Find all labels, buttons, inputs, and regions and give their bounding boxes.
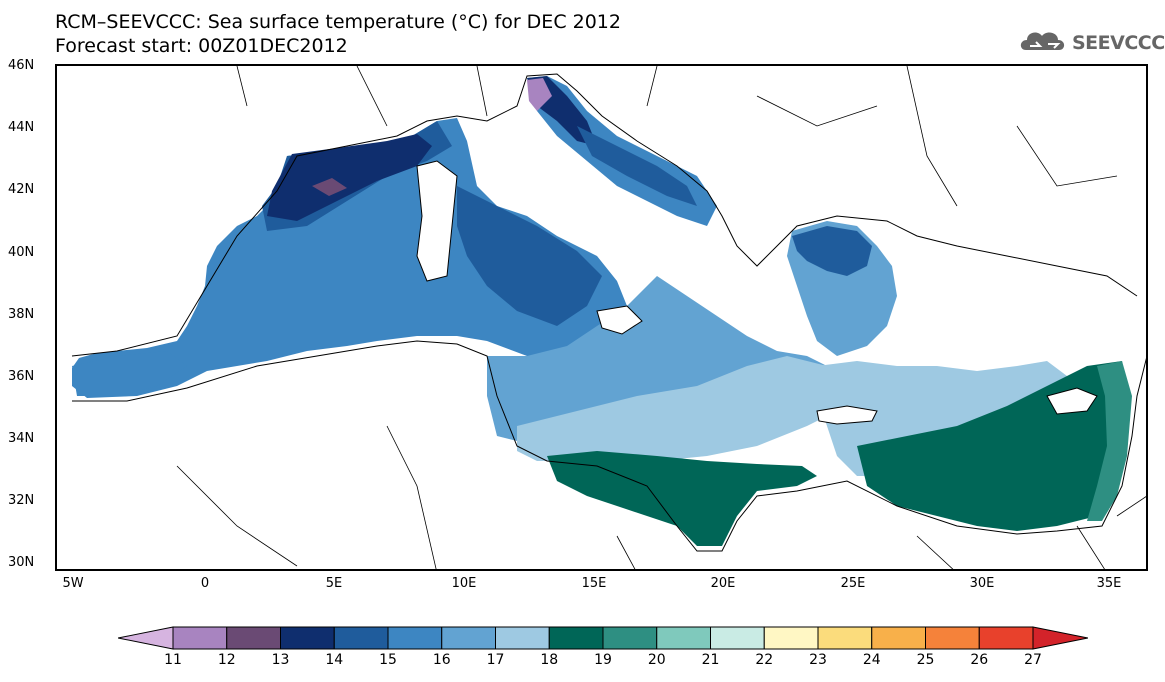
colorbar-label: 13 bbox=[271, 652, 290, 668]
colorbar-label: 16 bbox=[432, 652, 451, 668]
sst-region-adriatic-cold bbox=[527, 78, 552, 111]
colorbar-extend-high bbox=[1032, 626, 1088, 650]
lat-label-38n: 38N bbox=[8, 307, 35, 322]
colorbar-label: 15 bbox=[379, 652, 397, 668]
sst-region-sicily bbox=[596, 305, 643, 335]
colorbar-swatch bbox=[817, 626, 873, 650]
colorbar-swatch bbox=[763, 626, 819, 650]
colorbar-swatch bbox=[441, 626, 496, 650]
colorbar-label: 11 bbox=[164, 652, 182, 668]
lon-label-20e: 20E bbox=[710, 576, 736, 591]
colorbar-label: 23 bbox=[809, 652, 827, 668]
colorbar-label: 26 bbox=[970, 652, 989, 668]
lat-label-44n: 44N bbox=[8, 120, 35, 135]
sst-region-tyrrhenian bbox=[457, 186, 602, 326]
sst-region-ligurian bbox=[267, 134, 432, 221]
colorbar-swatch bbox=[871, 626, 926, 650]
sst-region-central-warm bbox=[517, 356, 857, 461]
colorbar-swatch bbox=[978, 626, 1034, 650]
sst-region-alboran bbox=[72, 351, 187, 396]
forecast-start-label: Forecast start: 00Z01DEC2012 bbox=[55, 35, 348, 57]
sst-map-canvas bbox=[71, 66, 1146, 569]
lat-label-46n: 46N bbox=[8, 58, 35, 73]
cloud-icon bbox=[1020, 32, 1065, 50]
sst-region-adriatic-mid bbox=[577, 126, 697, 206]
colorbar-swatch bbox=[710, 626, 765, 650]
colorbar-label: 24 bbox=[862, 652, 881, 668]
lon-label-30e: 30E bbox=[969, 576, 995, 591]
coastline-south bbox=[72, 340, 1146, 552]
colorbar-label: 18 bbox=[540, 652, 559, 668]
lon-label-5w: 5W bbox=[62, 576, 84, 591]
sst-region-north-aegean bbox=[792, 226, 872, 276]
colorbar-label: 25 bbox=[916, 652, 935, 668]
colorbar-label: 19 bbox=[594, 652, 612, 668]
logo-text: SEEVCCC bbox=[1072, 32, 1165, 54]
sst-region-libyan-warm bbox=[547, 451, 817, 546]
colorbar-swatch bbox=[548, 626, 604, 650]
lon-label-25e: 25E bbox=[840, 576, 866, 591]
map-title: RCM–SEEVCCC: Sea surface temperature (°C… bbox=[55, 11, 621, 33]
sst-region-cold-core bbox=[312, 178, 347, 196]
lat-label-34n: 34N bbox=[8, 431, 35, 446]
colorbar-label: 21 bbox=[701, 652, 720, 668]
lat-label-32n: 32N bbox=[8, 493, 35, 508]
sst-region-corsica-sardinia bbox=[416, 160, 458, 282]
lat-label-40n: 40N bbox=[8, 245, 35, 260]
sst-region-cyprus bbox=[1046, 387, 1098, 415]
colorbar-label: 12 bbox=[217, 652, 236, 668]
colorbar-swatch bbox=[925, 626, 980, 650]
colorbar-swatch bbox=[226, 626, 281, 650]
colorbar-extend-low bbox=[118, 626, 174, 650]
lon-label-15e: 15E bbox=[581, 576, 607, 591]
lon-label-0: 0 bbox=[200, 576, 210, 591]
colorbar-swatch bbox=[602, 626, 658, 650]
colorbar-label: 22 bbox=[755, 652, 774, 668]
sst-region-levantine-edge bbox=[1087, 361, 1132, 521]
sst-map bbox=[55, 64, 1148, 571]
lat-label-36n: 36N bbox=[8, 369, 35, 384]
seevccc-logo: SEEVCCC bbox=[1018, 26, 1165, 56]
colorbar-swatch bbox=[333, 626, 389, 650]
border-lines bbox=[176, 66, 1146, 569]
colorbar-label: 20 bbox=[647, 652, 666, 668]
colorbar-label: 14 bbox=[325, 652, 344, 668]
lat-label-42n: 42N bbox=[8, 182, 35, 197]
sst-region-western-basin bbox=[72, 118, 627, 398]
colorbar-label: 17 bbox=[486, 652, 505, 668]
colorbar-swatch bbox=[280, 626, 335, 650]
lat-label-30n: 30N bbox=[8, 555, 35, 570]
lon-label-5e: 5E bbox=[325, 576, 343, 591]
lon-label-35e: 35E bbox=[1096, 576, 1122, 591]
sst-region-crete bbox=[816, 405, 878, 425]
colorbar-swatch bbox=[387, 626, 443, 650]
colorbar-swatch bbox=[172, 626, 228, 650]
coastline-north bbox=[71, 73, 1138, 357]
colorbar-label: 27 bbox=[1024, 652, 1042, 668]
colorbar bbox=[118, 626, 1088, 650]
colorbar-swatch bbox=[656, 626, 711, 650]
colorbar-swatch bbox=[495, 626, 550, 650]
lon-label-10e: 10E bbox=[451, 576, 477, 591]
